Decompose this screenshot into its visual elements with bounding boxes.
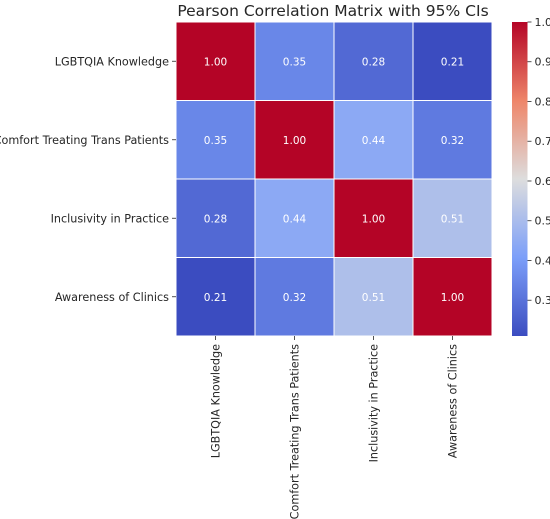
heatmap-cell [254,100,335,180]
cell-value-label: 0.35 [283,56,306,68]
colorbar-tick-label: 0.6 [535,175,550,188]
colorbar-tick-label: 0.3 [535,294,550,307]
column-labels: LGBTQIA Knowledge Comfort Treating Trans … [210,336,460,519]
colorbar-tick-label: 0.9 [535,56,550,69]
cell-value-label: 0.44 [362,135,386,147]
colorbar-gradient [512,22,528,336]
cell-value-label: 0.44 [283,213,307,225]
cell-value-label: 1.00 [362,213,385,225]
heatmap-cell [175,21,256,101]
heatmap-cell [175,257,256,337]
cell-value-label: 0.32 [441,135,464,147]
column-label: LGBTQIA Knowledge [210,344,223,458]
row-label: Comfort Treating Trans Patients [0,134,169,147]
heatmap-cell [333,21,414,101]
cell-value-label: 0.21 [441,56,464,68]
cell-value-label: 1.00 [283,135,306,147]
heatmap-cell [254,178,335,258]
colorbar: 0.3 0.4 0.5 0.6 0.7 0.8 0.9 1.0 [512,16,550,336]
heatmap-cell [412,21,493,101]
column-label: Comfort Treating Trans Patients [289,344,302,519]
cell-value-label: 1.00 [441,292,464,304]
colorbar-tick-label: 0.7 [535,135,550,148]
heatmap-cell [254,257,335,337]
row-labels: LGBTQIA Knowledge Comfort Treating Trans … [0,55,176,304]
row-label: Awareness of Clinics [55,291,169,304]
colorbar-tick-label: 0.8 [535,95,550,108]
cell-value-label: 0.51 [441,213,464,225]
colorbar-tick-label: 0.4 [535,254,550,267]
column-label: Awareness of Clinics [447,344,460,458]
row-label: Inclusivity in Practice [51,212,170,225]
cell-value-label: 0.28 [362,56,385,68]
cell-value-label: 0.32 [283,292,306,304]
colorbar-tick-label: 1.0 [535,16,550,29]
column-label: Inclusivity in Practice [368,344,381,463]
heatmap-cell [412,100,493,180]
chart-title: Pearson Correlation Matrix with 95% CIs [177,2,488,20]
cell-value-label: 0.21 [204,292,227,304]
heatmap-cell [254,21,335,101]
heatmap-cell [412,257,493,337]
heatmap-cell [175,100,256,180]
cell-value-label: 1.00 [204,56,227,68]
row-label: LGBTQIA Knowledge [55,55,169,68]
cell-value-label: 0.35 [204,135,227,147]
cell-value-label: 0.28 [204,213,227,225]
cell-value-label: 0.51 [362,292,385,304]
heatmap-cell [412,178,493,258]
colorbar-tick-label: 0.5 [535,215,550,228]
heatmap-cells: 1.00 0.35 0.28 0.21 0.35 1.00 0.44 0.32 0.28 0.44… [175,21,493,337]
